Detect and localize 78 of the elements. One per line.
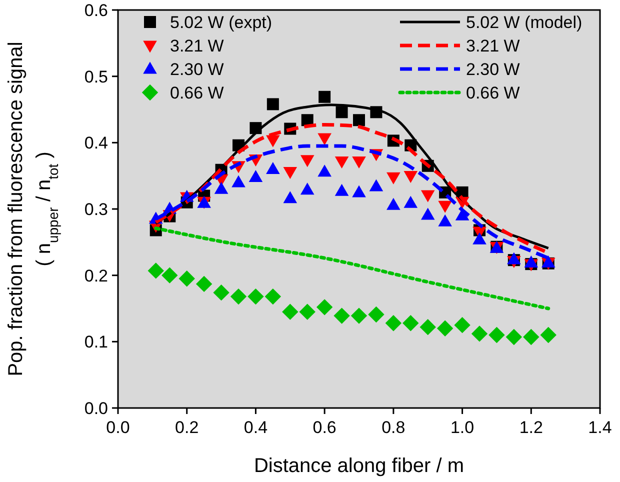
point <box>300 182 314 195</box>
point <box>438 200 452 213</box>
point <box>266 98 279 110</box>
point <box>248 288 264 305</box>
x-axis-title: Distance along fiber / m <box>254 455 464 477</box>
point <box>472 232 486 244</box>
point <box>334 156 349 168</box>
x-tick-label: 0.8 <box>382 418 406 437</box>
point <box>369 179 384 192</box>
y-tick-label: 0.6 <box>84 1 108 20</box>
point <box>248 170 263 182</box>
legend-label: 2.30 W <box>466 60 520 79</box>
point <box>385 314 402 332</box>
y-tick-label: 0.4 <box>84 134 108 153</box>
x-tick-label: 1.0 <box>450 418 474 437</box>
point <box>524 256 538 268</box>
legend-label: 0.66 W <box>170 84 224 102</box>
point <box>454 316 470 334</box>
point <box>334 184 349 196</box>
point <box>266 135 280 148</box>
point <box>178 270 195 287</box>
point <box>318 164 332 177</box>
point <box>368 306 384 323</box>
legend-label: 3.21 W <box>466 36 520 56</box>
point <box>283 167 298 180</box>
point <box>316 299 333 316</box>
legend-label: 2.30 W <box>170 60 224 79</box>
point <box>336 106 348 118</box>
point <box>402 314 419 332</box>
point <box>438 214 452 226</box>
point <box>352 185 366 198</box>
point <box>214 182 228 194</box>
point <box>230 288 247 305</box>
point <box>471 326 488 342</box>
point <box>350 308 368 324</box>
point <box>420 190 435 202</box>
point <box>196 276 212 292</box>
y-tick-label: 0.5 <box>84 67 108 86</box>
x-tick-label: 0.0 <box>106 418 130 437</box>
point <box>266 162 280 174</box>
point <box>299 304 316 320</box>
x-tick-label: 0.2 <box>175 418 199 437</box>
legend-label: 5.02 W (expt) <box>170 13 272 32</box>
point <box>353 114 365 126</box>
point <box>264 288 282 305</box>
point <box>506 328 522 346</box>
point <box>404 171 418 184</box>
legend-label: 0.66 W <box>466 84 520 102</box>
point <box>232 175 246 188</box>
x-tick-label: 1.2 <box>519 418 543 437</box>
y-tick-label: 0.2 <box>84 266 108 286</box>
point <box>283 191 298 204</box>
point <box>213 284 230 301</box>
point <box>404 196 418 208</box>
point <box>523 328 540 346</box>
legend-label: 3.21 W <box>170 36 224 56</box>
point <box>300 155 314 168</box>
y-tick-label: 0.0 <box>84 399 108 418</box>
point <box>420 208 435 220</box>
x-tick-label: 0.6 <box>312 418 336 437</box>
point <box>386 172 400 184</box>
point <box>334 308 350 324</box>
point <box>282 304 298 320</box>
point <box>352 156 366 168</box>
point <box>420 318 436 336</box>
y-tick-label: 0.3 <box>84 200 108 219</box>
x-tick-label: 0.4 <box>244 418 268 437</box>
point <box>488 326 505 344</box>
point <box>436 320 454 336</box>
legend-label: 5.02 W (model) <box>466 13 582 32</box>
point <box>386 198 400 210</box>
x-tick-label: 1.4 <box>588 418 612 437</box>
y-tick-label: 0.1 <box>84 332 108 352</box>
point <box>162 267 178 284</box>
point <box>148 262 164 279</box>
point <box>540 326 556 344</box>
point <box>318 90 331 103</box>
point <box>318 133 332 146</box>
